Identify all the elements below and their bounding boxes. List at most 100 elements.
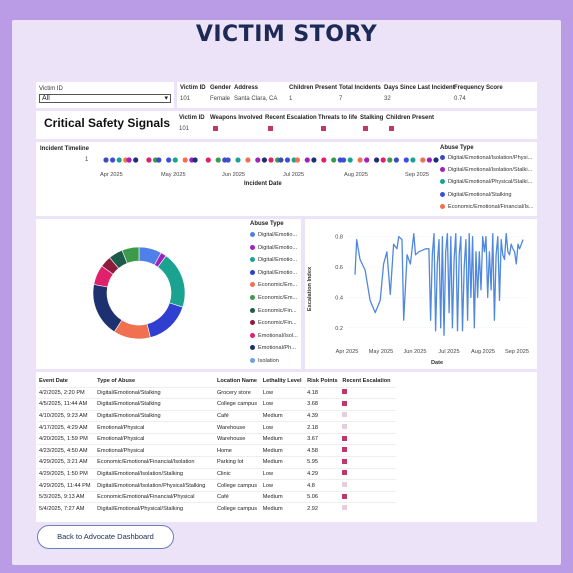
cell-date: 5/3/2025, 9:13 AM	[38, 490, 97, 503]
timeline-point	[380, 157, 386, 163]
signal-flag-2	[268, 126, 273, 131]
cell-level: Medium	[261, 432, 307, 445]
table-row: 5/3/2025, 9:13 AM Economic/Emotional/Fina…	[38, 490, 396, 503]
cell-location: College campus	[215, 398, 262, 411]
cell-type: Economic/Emotional/Financial/Physical	[96, 490, 216, 503]
profile-header-4: Total Incidents	[339, 85, 381, 91]
cell-type: Digital/Emotional/Isolation/Stalking	[96, 467, 216, 480]
escalation-flag-icon	[342, 412, 348, 418]
line-x-tick: Jul 2025	[438, 349, 459, 355]
events-column-header[interactable]: Location Name	[216, 378, 258, 385]
donut-slice	[121, 246, 140, 264]
legend-dot-icon	[250, 295, 255, 301]
cell-date: 4/10/2025, 9:23 AM	[38, 409, 97, 422]
timeline-point	[116, 157, 122, 163]
donut-legend-item: Digital/Emotio...	[250, 257, 297, 263]
timeline-point	[268, 157, 274, 163]
legend-label: Digital/Emotio...	[258, 244, 298, 251]
escalation-flag-icon	[342, 424, 348, 430]
legend-dot-icon	[250, 232, 255, 238]
cell-type: Emotional/Physical	[96, 421, 216, 434]
timeline-point	[215, 157, 221, 163]
back-to-dashboard-button[interactable]: Back to Advocate Dashboard	[37, 525, 174, 549]
profile-value-4: 7	[339, 96, 343, 102]
timeline-x-label: Incident Date	[244, 181, 282, 187]
timeline-y-tick: 1	[85, 157, 89, 163]
line-x-tick: May 2025	[369, 349, 394, 355]
legend-dot-icon	[250, 269, 255, 275]
cell-escalation	[341, 479, 396, 492]
escalation-flag-icon	[342, 493, 348, 499]
timeline-point	[294, 157, 300, 163]
events-column-header[interactable]: Risk Points	[307, 378, 338, 385]
cell-escalation	[341, 444, 396, 457]
cell-risk: 4.29	[306, 467, 342, 480]
timeline-point	[321, 157, 327, 163]
profile-value-3: 1	[289, 96, 293, 102]
cell-escalation	[341, 409, 396, 422]
profile-header-0: Victim ID	[180, 85, 206, 91]
profile-value-0: 101	[180, 96, 191, 102]
legend-label: Digital/Emotio...	[258, 257, 298, 264]
abuse-type-donut-chart	[92, 246, 186, 340]
timeline-point	[393, 157, 399, 163]
events-column-header[interactable]: Event Date	[39, 378, 68, 385]
profile-header-5: Days Since Last Incident	[384, 85, 455, 91]
donut-legend-item: Emotional/Isol...	[250, 333, 298, 339]
timeline-point	[304, 157, 310, 163]
signals-header-1: Weapons Involved	[210, 115, 263, 121]
donut-legend-title: Abuse Type	[250, 221, 284, 227]
timeline-point	[133, 157, 139, 163]
legend-label: Economic/Fin...	[258, 320, 297, 327]
cell-level: Medium	[261, 490, 307, 503]
filter-label: Victim ID	[39, 86, 63, 92]
table-row: 4/2/2025, 2:20 PM Digital/Emotional/Stalk…	[38, 386, 396, 399]
signals-header-5: Children Present	[386, 115, 435, 121]
line-y-tick: 0.6	[335, 265, 343, 271]
victim-id-select[interactable]: All ▾	[39, 94, 171, 103]
table-row: 4/23/2025, 4:50 AM Emotional/Physical Home…	[38, 444, 396, 457]
legend-dot-icon	[440, 179, 445, 185]
table-row: 5/4/2025, 7:27 AM Digital/Emotional/Physi…	[38, 502, 396, 515]
timeline-point	[225, 157, 231, 163]
cell-level: Low	[261, 398, 307, 411]
legend-dot-icon	[250, 332, 255, 338]
profile-value-1: Female	[210, 96, 231, 102]
cell-escalation	[341, 456, 396, 469]
cell-location: Warehouse	[215, 432, 262, 445]
legend-label: Economic/Emotional/Financial/Is...	[448, 203, 534, 210]
signals-title: Critical Safety Signals	[44, 116, 171, 130]
cell-escalation	[341, 502, 396, 515]
timeline-legend-title: Abuse Type	[440, 145, 474, 151]
cell-escalation	[341, 490, 396, 503]
escalation-line-card: 0.2 0.4 0.6 0.8 Escalation Index Apr 2025 May …	[305, 219, 537, 369]
timeline-title: Incident Timeline	[40, 146, 89, 152]
legend-dot-icon	[250, 257, 255, 263]
table-row: 4/29/2025, 1:50 PM Digital/Emotional/Isol…	[38, 467, 396, 480]
events-column-header[interactable]: Lethality Level	[262, 378, 302, 385]
signals-victim-id: 101	[179, 126, 190, 132]
signal-flag-1	[213, 126, 218, 131]
legend-dot-icon	[440, 191, 445, 197]
escalation-flag-icon	[342, 482, 348, 488]
events-column-header[interactable]: Recent Escalation	[342, 378, 391, 385]
cell-escalation	[341, 398, 396, 411]
timeline-scatter: Apr 2025 May 2025 Jun 2025 Jul 2025 Aug 2025…	[100, 157, 439, 178]
table-row: 4/5/2025, 11:44 AM Digital/Emotional/Stal…	[38, 398, 396, 411]
donut-legend-item: Economic/Fin...	[250, 308, 297, 314]
timeline-point	[410, 157, 416, 163]
incident-timeline-card: Incident Timeline 1 Apr 2025 May 2025 Jun …	[36, 142, 537, 216]
timeline-point	[126, 157, 132, 163]
legend-dot-icon	[250, 307, 255, 313]
line-x-tick: Aug 2025	[471, 349, 495, 355]
profile-value-2: Santa Clara, CA	[234, 96, 278, 102]
escalation-flag-icon	[342, 447, 348, 453]
events-column-header[interactable]: Type of Abuse	[97, 378, 136, 385]
timeline-point	[364, 157, 370, 163]
cell-date: 5/4/2025, 7:27 AM	[38, 502, 97, 515]
timeline-x-tick: May 2025	[161, 172, 186, 178]
timeline-point	[278, 157, 284, 163]
cell-date: 4/29/2025, 3:21 AM	[38, 456, 97, 469]
timeline-point	[347, 157, 353, 163]
cell-risk: 4.18	[306, 386, 342, 399]
